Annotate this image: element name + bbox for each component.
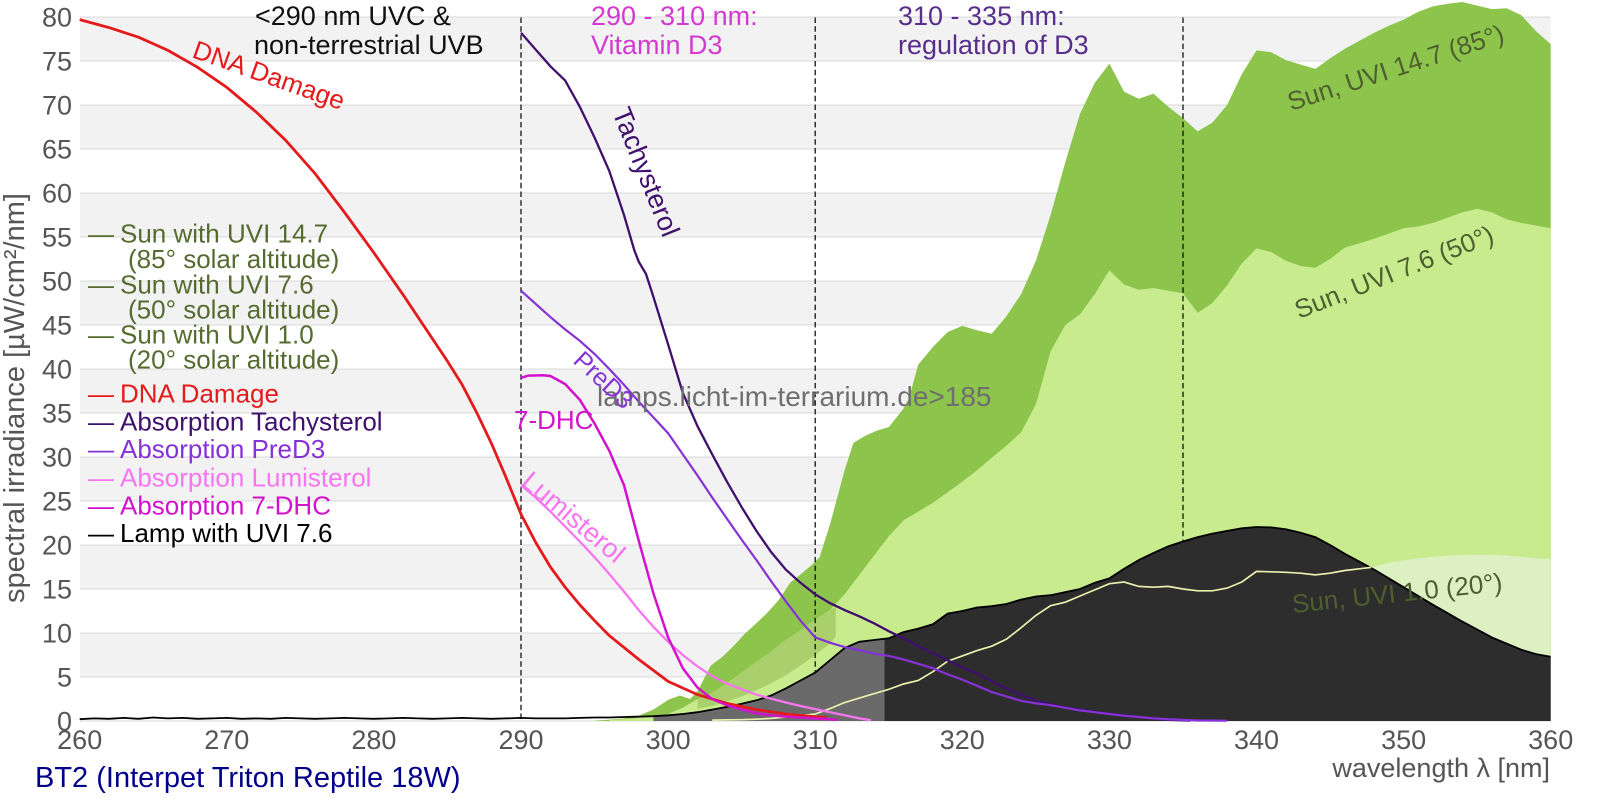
svg-text:—: —: [88, 490, 114, 520]
svg-text:wavelength λ [nm]: wavelength λ [nm]: [1331, 753, 1550, 783]
svg-text:290 - 310 nm:: 290 - 310 nm:: [591, 1, 758, 31]
svg-text:BT2 (Interpet Triton Reptile 1: BT2 (Interpet Triton Reptile 18W): [35, 762, 461, 794]
svg-text:310 - 335 nm:: 310 - 335 nm:: [898, 1, 1065, 31]
svg-text:25: 25: [42, 487, 72, 517]
svg-text:35: 35: [42, 399, 72, 429]
svg-text:—: —: [88, 407, 114, 437]
svg-text:lamps.licht-im-terrarium.de>18: lamps.licht-im-terrarium.de>185: [597, 381, 991, 412]
svg-text:360: 360: [1528, 725, 1573, 755]
svg-text:320: 320: [940, 725, 985, 755]
svg-text:Absorption Tachysterol: Absorption Tachysterol: [120, 407, 383, 437]
svg-text:280: 280: [351, 725, 396, 755]
svg-text:—: —: [88, 463, 114, 493]
svg-text:spectral irradiance [µW/cm²/nm: spectral irradiance [µW/cm²/nm]: [0, 193, 31, 603]
svg-text:260: 260: [57, 725, 102, 755]
svg-text:—: —: [88, 379, 114, 409]
svg-text:—: —: [88, 518, 114, 548]
svg-text:7-DHC: 7-DHC: [514, 405, 593, 435]
svg-text:340: 340: [1234, 725, 1279, 755]
svg-text:—: —: [88, 269, 114, 299]
svg-text:310: 310: [793, 725, 838, 755]
svg-text:(50° solar altitude): (50° solar altitude): [128, 294, 339, 324]
svg-text:30: 30: [42, 443, 72, 473]
svg-text:(85° solar altitude): (85° solar altitude): [128, 244, 339, 274]
svg-text:65: 65: [42, 135, 72, 165]
svg-text:Vitamin D3: Vitamin D3: [591, 30, 723, 60]
svg-text:290: 290: [498, 725, 543, 755]
svg-text:<290 nm UVC &: <290 nm UVC &: [255, 1, 451, 31]
svg-text:Lamp with UVI 7.6: Lamp with UVI 7.6: [120, 518, 332, 548]
svg-text:60: 60: [42, 179, 72, 209]
svg-text:80: 80: [42, 3, 72, 33]
svg-text:Sun with UVI 7.6: Sun with UVI 7.6: [120, 269, 314, 299]
svg-text:40: 40: [42, 355, 72, 385]
svg-text:Absorption Lumisterol: Absorption Lumisterol: [120, 463, 371, 493]
svg-text:non-terrestrial UVB: non-terrestrial UVB: [254, 30, 484, 60]
svg-text:55: 55: [42, 223, 72, 253]
svg-text:Sun with UVI 1.0: Sun with UVI 1.0: [120, 319, 314, 349]
svg-text:Absorption PreD3: Absorption PreD3: [120, 434, 325, 464]
svg-text:—: —: [88, 434, 114, 464]
svg-text:regulation of D3: regulation of D3: [898, 30, 1089, 60]
svg-text:10: 10: [42, 619, 72, 649]
svg-text:75: 75: [42, 47, 72, 77]
svg-text:45: 45: [42, 311, 72, 341]
svg-text:70: 70: [42, 91, 72, 121]
svg-text:350: 350: [1381, 725, 1426, 755]
svg-text:Sun with UVI 14.7: Sun with UVI 14.7: [120, 219, 328, 249]
svg-text:270: 270: [204, 725, 249, 755]
svg-text:Absorption 7-DHC: Absorption 7-DHC: [120, 490, 331, 520]
svg-text:50: 50: [42, 267, 72, 297]
svg-text:DNA Damage: DNA Damage: [120, 379, 279, 409]
svg-text:(20° solar altitude): (20° solar altitude): [128, 345, 339, 375]
svg-text:—: —: [88, 219, 114, 249]
svg-text:330: 330: [1087, 725, 1132, 755]
svg-text:5: 5: [57, 663, 72, 693]
svg-text:15: 15: [42, 575, 72, 605]
svg-text:20: 20: [42, 531, 72, 561]
svg-text:0: 0: [57, 707, 72, 737]
svg-text:—: —: [88, 319, 114, 349]
svg-text:300: 300: [646, 725, 691, 755]
